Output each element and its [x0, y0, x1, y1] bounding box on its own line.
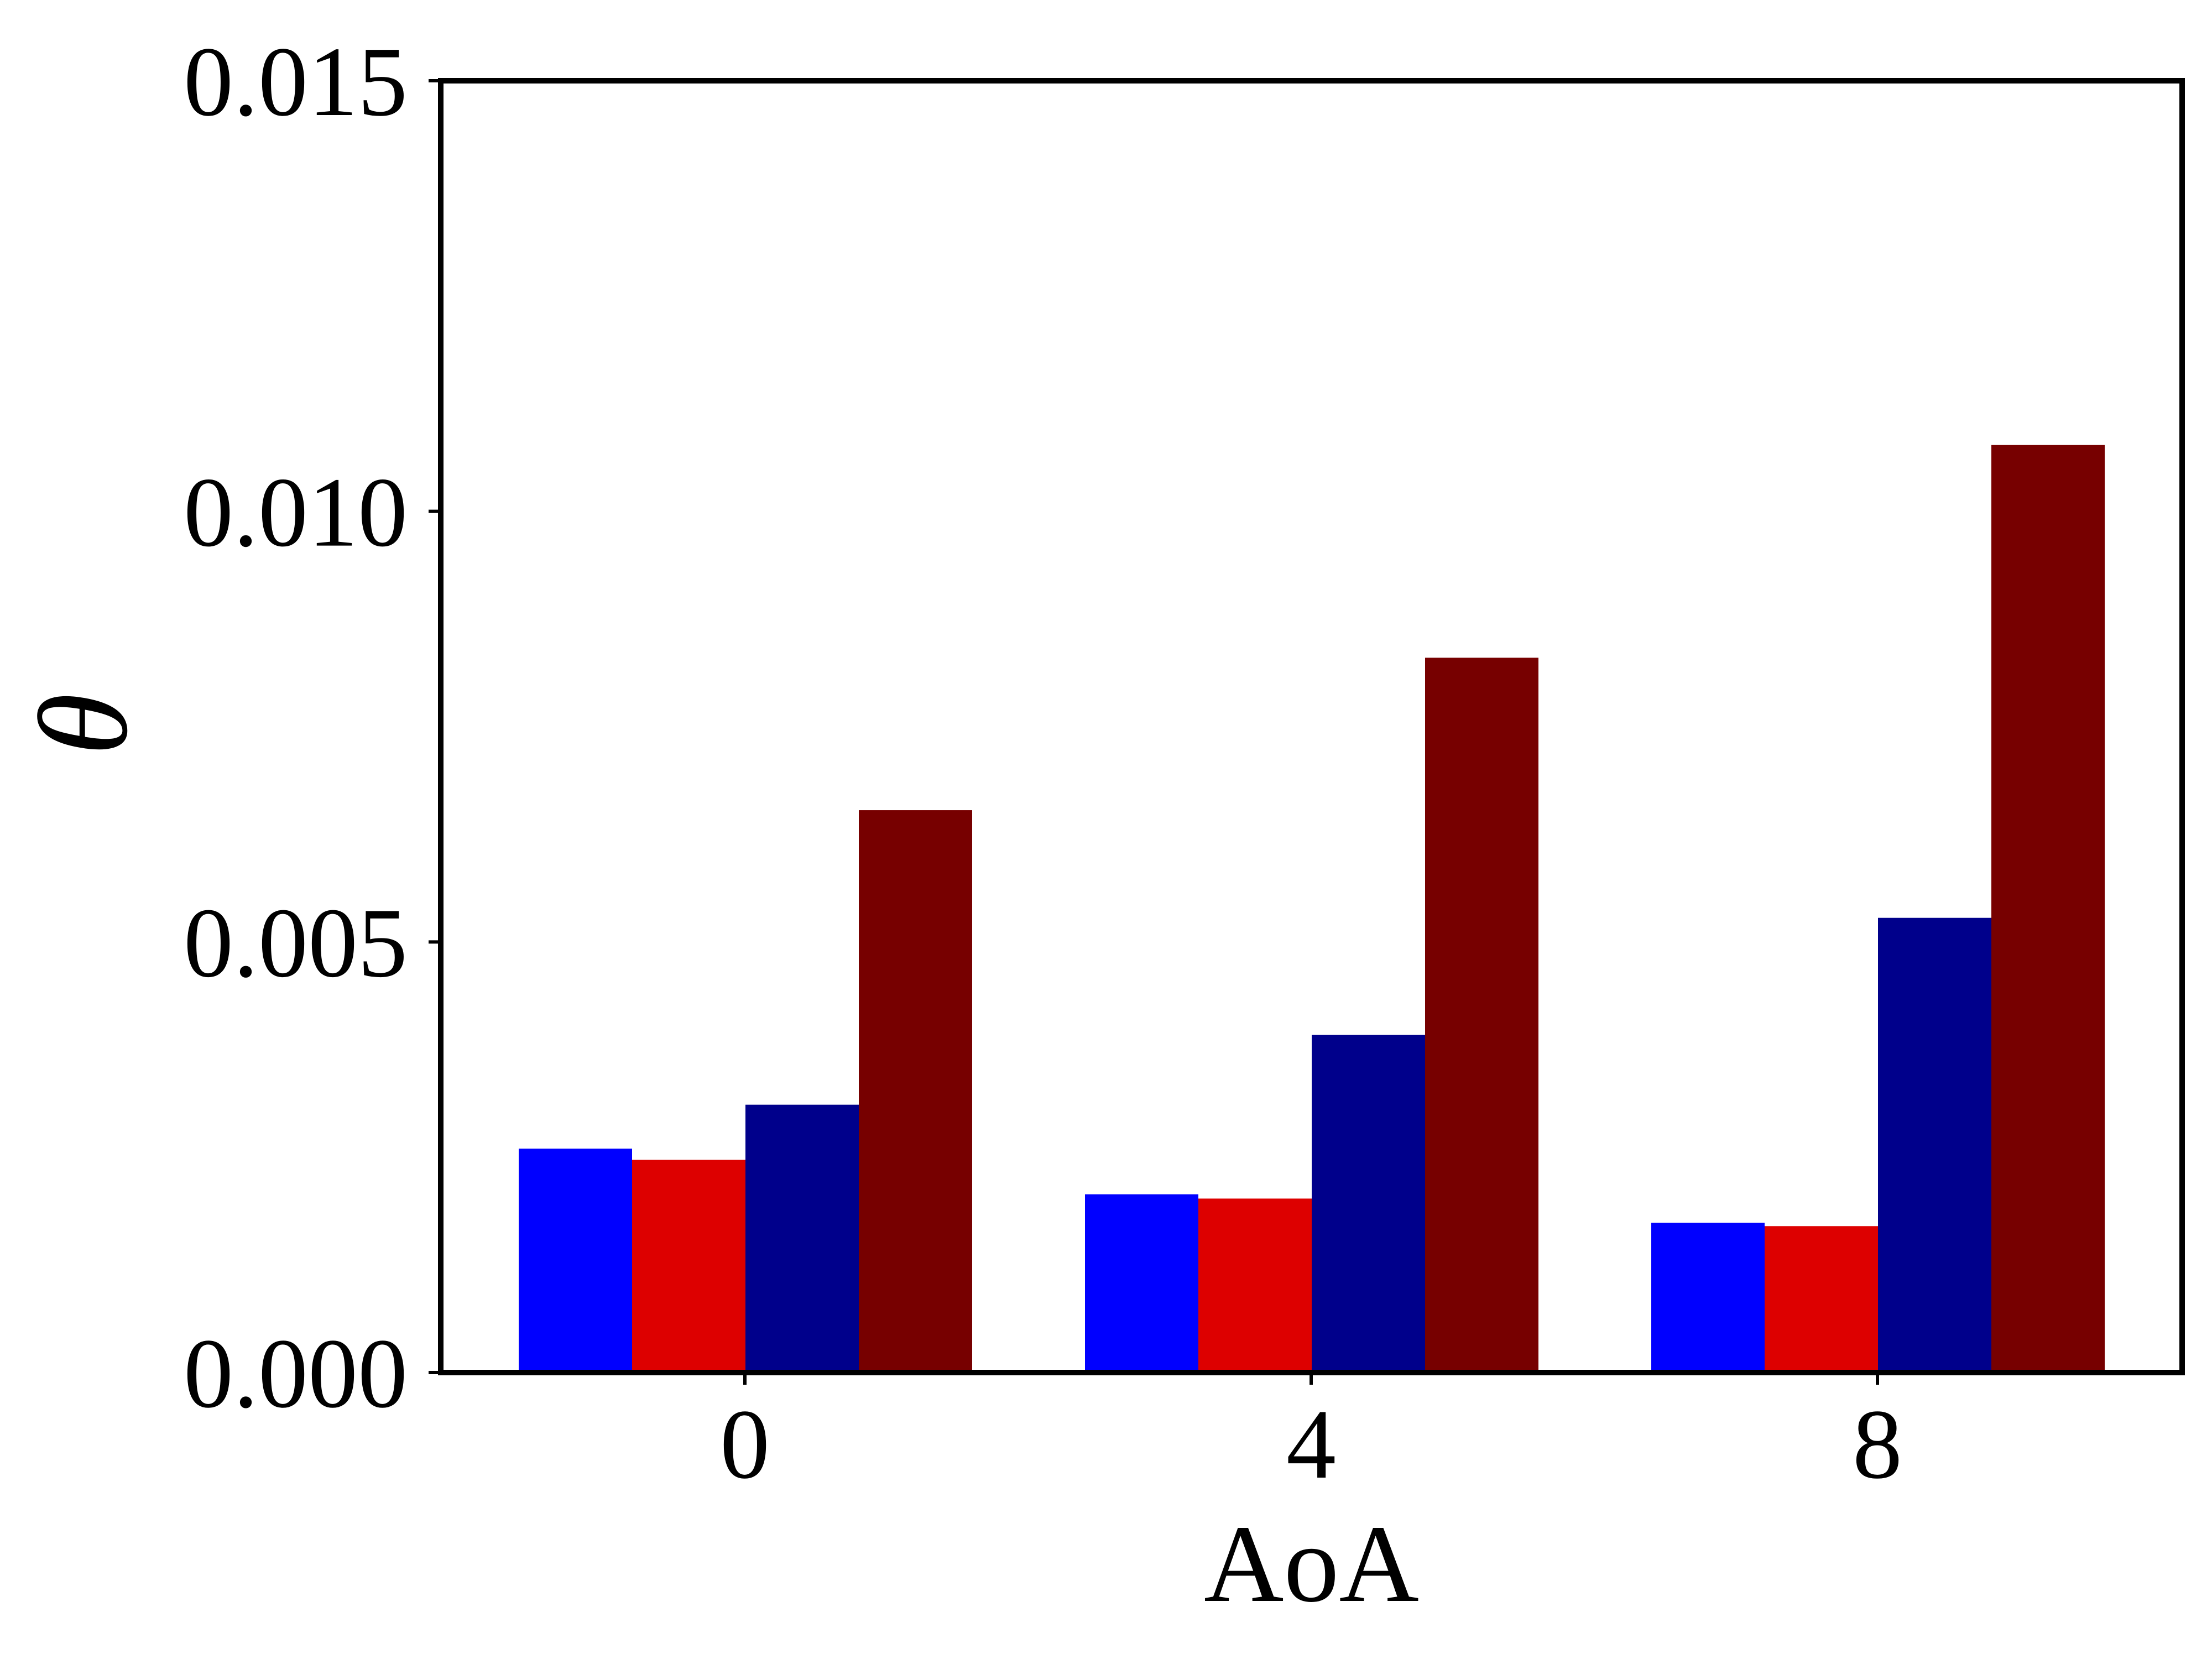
- bar-4-series-2: [1198, 1198, 1312, 1373]
- x-tick-label: 8: [1853, 1389, 1902, 1499]
- bar-4-series-1: [1085, 1194, 1198, 1373]
- y-axis-ticks: 0.000 0.005 0.010 0.015: [184, 27, 441, 1428]
- bar-8-series-4: [1991, 445, 2105, 1373]
- bar-4-series-4: [1425, 658, 1538, 1373]
- bar-0-series-3: [745, 1104, 859, 1373]
- y-axis-label: θ: [13, 693, 154, 756]
- bar-8-series-2: [1765, 1226, 1878, 1373]
- x-tick-label: 0: [720, 1389, 770, 1499]
- plot-frame: [438, 78, 2185, 1375]
- bars-group: [519, 445, 2105, 1373]
- y-tick-label: 0.015: [184, 27, 408, 137]
- x-tick-label: 4: [1286, 1389, 1336, 1499]
- y-tick-label: 0.000: [184, 1318, 408, 1428]
- y-tick-label: 0.010: [184, 457, 408, 567]
- x-axis-label: AoA: [1204, 1503, 1419, 1625]
- x-axis-ticks: 0 4 8: [720, 1373, 1902, 1499]
- bar-0-series-1: [519, 1149, 632, 1373]
- bar-8-series-3: [1878, 917, 1991, 1373]
- y-tick-label: 0.005: [184, 888, 408, 998]
- bar-4-series-3: [1312, 1035, 1425, 1373]
- bar-8-series-1: [1651, 1223, 1765, 1373]
- bar-0-series-2: [632, 1160, 745, 1373]
- bar-0-series-4: [859, 810, 972, 1373]
